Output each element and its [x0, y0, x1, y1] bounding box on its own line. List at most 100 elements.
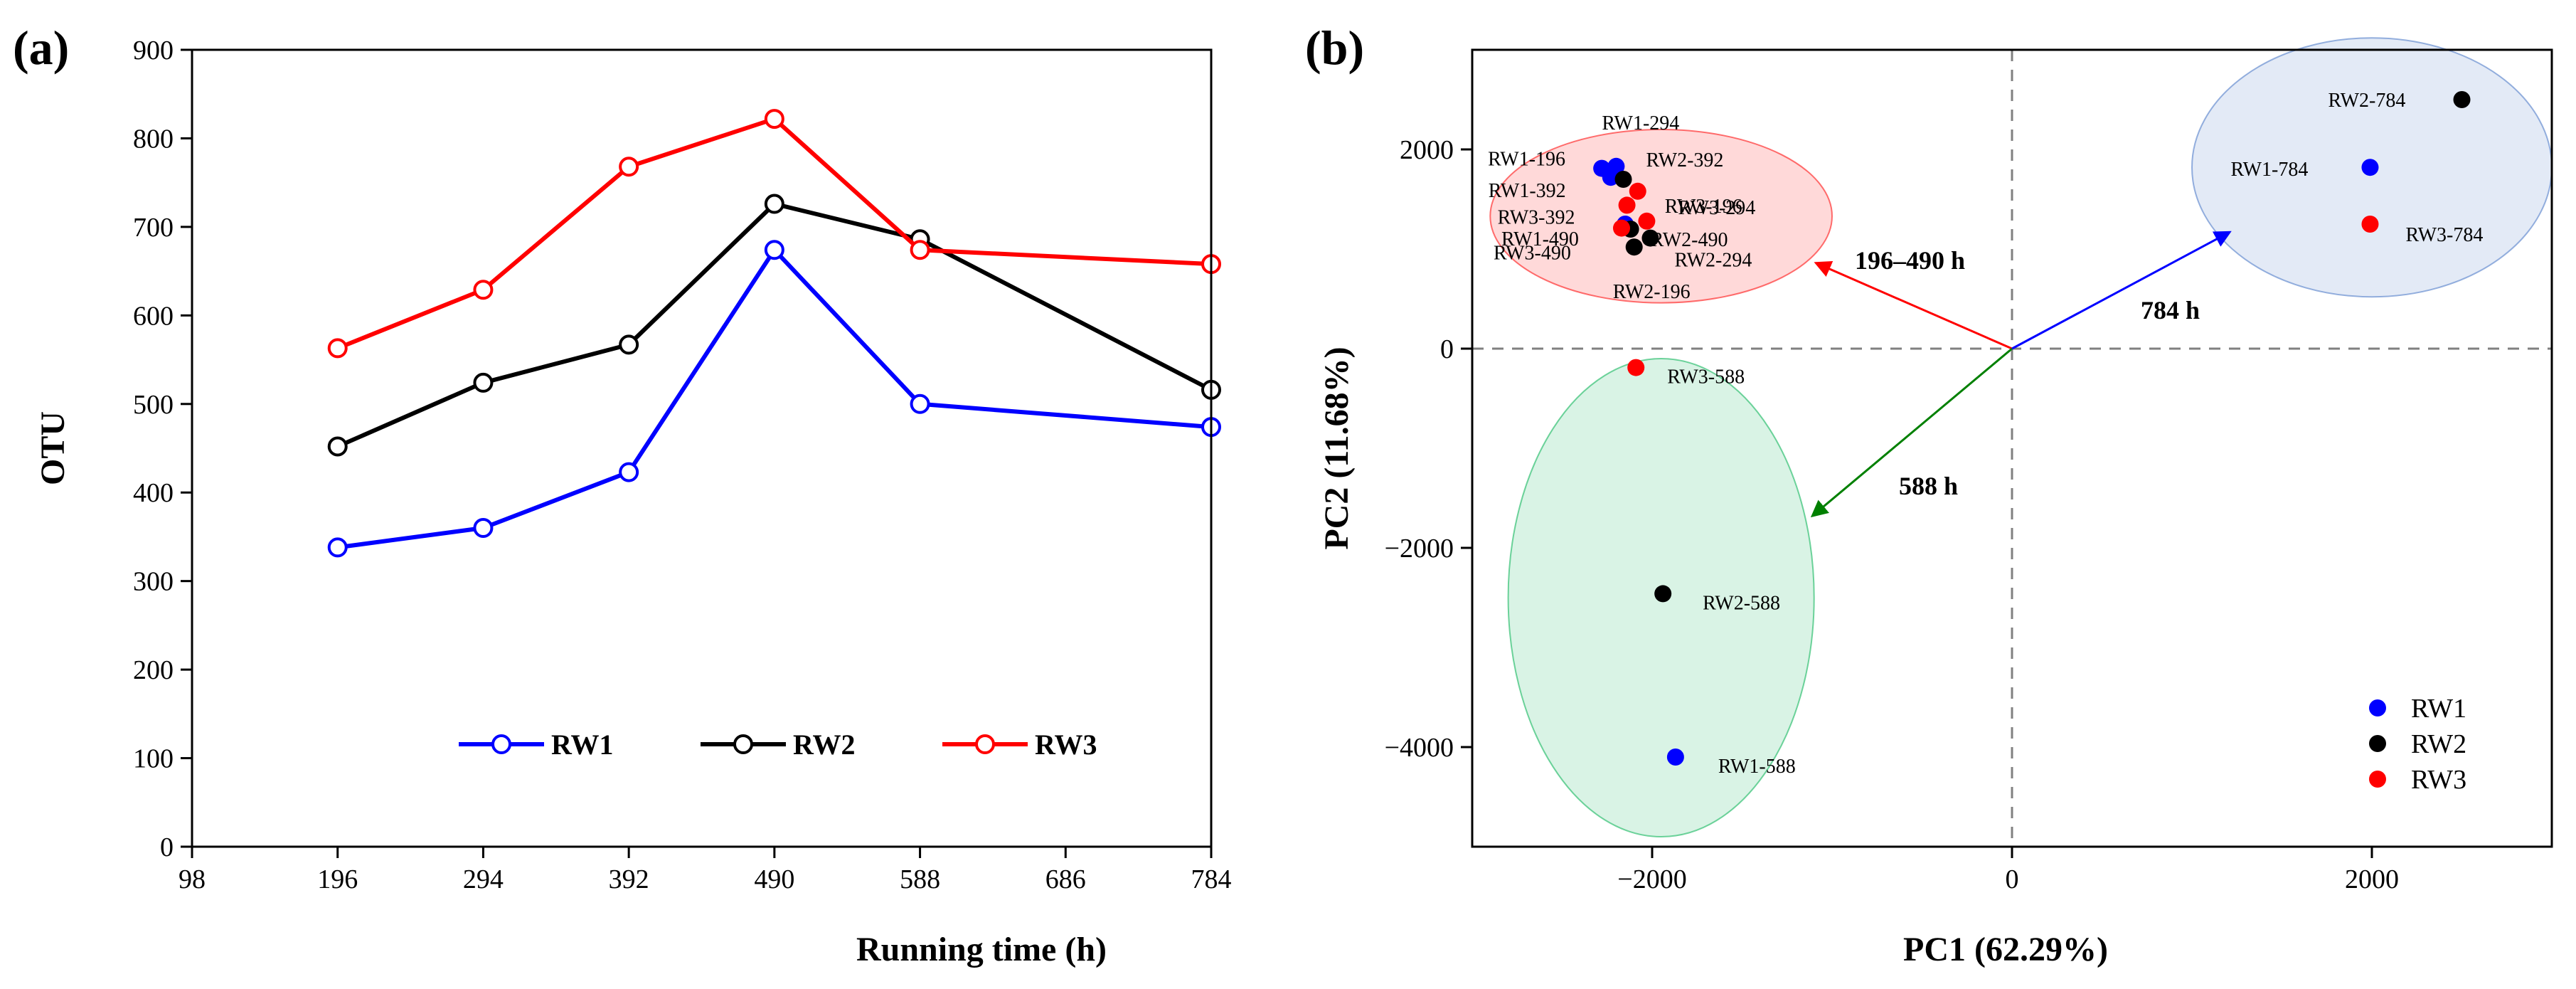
sample-label-rw1-784: RW1-784	[2230, 159, 2308, 181]
pca-x-axis-title: PC1 (62.29%)	[1903, 931, 2108, 968]
pca-scatter-chart: −4000 −2000 0 2000 −2000 0 2000 196–490 h 784 h…	[1318, 37, 2553, 968]
series-line-rw1	[337, 248, 1212, 550]
legend-marker-rw2	[733, 734, 753, 754]
sample-point-rw3-784	[2361, 216, 2379, 233]
line-chart-x-axis-title: Running time (h)	[856, 931, 1107, 968]
pca-legend: RW1 RW2 RW3	[2369, 694, 2466, 795]
pca-ticks: −4000 −2000 0 2000 −2000 0 2000	[1385, 135, 2399, 894]
data-point-rw1	[473, 518, 494, 538]
line-chart-y-axis-title: OTU	[34, 411, 72, 485]
panel-a-label: (a)	[13, 21, 69, 75]
sample-label-rw2-196: RW2-196	[1613, 281, 1691, 303]
sample-label-rw3-294: RW3-294	[1678, 197, 1755, 219]
legend-label-rw1: RW1	[2411, 694, 2466, 724]
data-point-rw2	[764, 194, 784, 214]
data-point-rw3	[619, 157, 639, 177]
sample-point-rw1-588	[1666, 749, 1684, 766]
arrow-label-784-h: 784 h	[2141, 296, 2200, 324]
sample-label-rw1-490: RW1-490	[1501, 228, 1579, 250]
y-tick-label: 500	[133, 390, 174, 420]
pca-loading-arrows: 196–490 h 784 h 588 h	[1810, 231, 2232, 518]
y-tick-label: 2000	[1400, 135, 1454, 165]
y-tick-label: 900	[133, 36, 174, 65]
loading-arrow-588-h	[1810, 347, 2013, 518]
sample-point-rw2-196	[1625, 238, 1643, 256]
data-point-rw1	[327, 537, 348, 558]
y-tick-label: 200	[133, 655, 174, 685]
sample-point-rw3-490	[1612, 219, 1630, 237]
pca-points: RW1-196 RW1-294 RW1-392 RW1-490 RW1-588 RW1-7…	[1488, 90, 2483, 778]
sample-point-rw2-294	[1641, 229, 1659, 247]
y-tick-label: 0	[160, 832, 174, 862]
pca-y-axis-title: PC2 (11.68%)	[1318, 347, 1356, 549]
sample-label-rw2-294: RW2-294	[1674, 250, 1752, 272]
sample-point-rw1-392	[1602, 169, 1619, 186]
legend-marker-rw3	[975, 734, 995, 754]
sample-label-rw2-392: RW2-392	[1646, 149, 1724, 171]
sample-label-rw3-784: RW3-784	[2405, 224, 2483, 246]
legend-label-rw3: RW3	[1035, 729, 1097, 761]
series-line-rw3	[336, 117, 1212, 351]
loading-arrow-196-490-h	[1814, 261, 2013, 350]
y-tick-label: −4000	[1385, 733, 1454, 763]
x-tick-label: 686	[1045, 864, 1086, 894]
data-point-rw2	[619, 334, 639, 355]
x-tick-label: 196	[317, 864, 358, 894]
line-chart-plot-frame	[191, 48, 1213, 848]
y-tick-label: 300	[133, 567, 174, 597]
legend-marker-rw2	[2369, 735, 2386, 752]
data-point-rw1	[764, 240, 784, 260]
data-point-rw2	[473, 372, 494, 393]
sample-point-rw3-196	[1629, 182, 1646, 200]
x-tick-label: 392	[609, 864, 649, 894]
x-tick-label: 2000	[2345, 864, 2399, 894]
arrow-label-196-490-h: 196–490 h	[1855, 246, 1965, 275]
sample-label-rw2-588: RW2-588	[1703, 592, 1780, 614]
y-tick-label: 100	[133, 744, 174, 774]
sample-label-rw3-392: RW3-392	[1498, 206, 1575, 228]
legend-label-rw3: RW3	[2411, 765, 2466, 795]
sample-point-rw2-784	[2453, 91, 2471, 108]
y-tick-label: 600	[133, 301, 174, 331]
pca-plot-frame	[1471, 48, 2553, 848]
data-point-rw3	[327, 338, 348, 359]
legend-label-rw1: RW1	[551, 729, 613, 761]
x-tick-label: 98	[179, 864, 206, 894]
sample-label-rw2-784: RW2-784	[2328, 90, 2406, 112]
line-chart-legend: RW1 RW2 RW3	[459, 729, 1097, 761]
sample-label-rw1-588: RW1-588	[1718, 756, 1796, 778]
cluster-ellipse-196-490	[1489, 128, 1833, 304]
y-tick-label: −2000	[1385, 534, 1454, 564]
line-chart-series	[327, 109, 1221, 558]
x-tick-label: 294	[463, 864, 504, 894]
data-point-rw3	[473, 280, 494, 300]
line-chart-otu: 0 100 200 300 400 500 600 700 800 900 98 196 294 392 4…	[34, 36, 1232, 968]
line-chart-ticks: 0 100 200 300 400 500 600 700 800 900 98 196 294 392 4…	[133, 36, 1232, 894]
data-point-rw3	[764, 109, 784, 129]
x-tick-label: 784	[1191, 864, 1232, 894]
sample-point-rw2-392	[1614, 171, 1632, 188]
y-tick-label: 700	[133, 213, 174, 243]
legend-label-rw2: RW2	[793, 729, 855, 761]
sample-label-rw1-392: RW1-392	[1489, 180, 1566, 202]
x-tick-label: 0	[2006, 864, 2019, 894]
y-tick-label: 800	[133, 124, 174, 154]
sample-point-rw2-588	[1654, 585, 1672, 603]
sample-point-rw3-294	[1638, 212, 1656, 230]
y-tick-label: 400	[133, 478, 174, 508]
legend-marker-rw1	[2369, 699, 2386, 716]
legend-marker-rw1	[491, 734, 511, 754]
sample-point-rw3-588	[1627, 359, 1645, 376]
loading-arrow-784-h	[2011, 231, 2232, 350]
legend-marker-rw3	[2369, 771, 2386, 788]
data-point-rw1	[910, 393, 930, 414]
data-point-rw3	[910, 240, 930, 260]
legend-label-rw2: RW2	[2411, 729, 2466, 759]
panel-b-label: (b)	[1305, 21, 1364, 75]
sample-label-rw3-490: RW3-490	[1494, 243, 1571, 265]
sample-point-rw3-392	[1618, 196, 1636, 214]
x-tick-label: −2000	[1617, 864, 1686, 894]
x-tick-label: 490	[754, 864, 794, 894]
x-tick-label: 588	[900, 864, 940, 894]
